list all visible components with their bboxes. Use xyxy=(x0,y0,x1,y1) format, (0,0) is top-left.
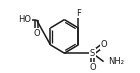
Text: O: O xyxy=(100,40,107,49)
Text: NH₂: NH₂ xyxy=(108,57,124,66)
Text: F: F xyxy=(76,9,81,18)
Text: HO: HO xyxy=(18,15,31,24)
Text: O: O xyxy=(33,29,40,38)
Text: O: O xyxy=(89,63,96,72)
Text: S: S xyxy=(90,49,95,58)
